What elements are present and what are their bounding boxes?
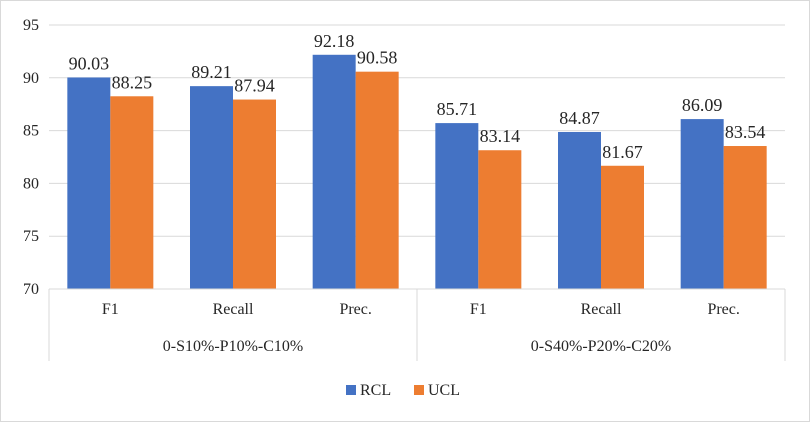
legend-label-rcl: RCL [360,382,391,399]
bar-ucl [478,150,522,289]
data-label: 83.54 [725,122,766,142]
bar-ucl [723,146,767,289]
x-category-label: F1 [102,301,119,318]
bar-rcl [435,123,479,289]
x-category-label: Prec. [339,301,371,318]
y-axis-ticks: 70 75 80 85 90 95 [23,17,39,298]
bar-rcl [558,131,601,289]
data-label: 92.18 [314,31,355,51]
legend: RCL UCL [346,382,460,399]
bar-rcl [67,77,111,289]
bar-rcl [312,54,356,289]
x-category-label: Recall [581,301,622,318]
bar-ucl [355,71,399,289]
x-category-label: F1 [470,301,487,318]
legend-label-ucl: UCL [428,382,460,399]
legend-swatch-ucl [414,385,424,395]
x-category-label: Prec. [707,301,739,318]
legend-swatch-rcl [346,385,356,395]
data-label: 81.67 [602,142,643,162]
data-label: 88.25 [112,72,153,92]
bar-ucl [233,99,276,290]
data-label: 84.87 [559,108,600,128]
bar-ucl [601,165,644,289]
y-tick-label: 85 [23,123,39,140]
x-axis: F1 Recall Prec. F1 Recall Prec. 0-S10%-P10%-C1… [48,288,786,361]
data-label: 83.14 [480,126,521,146]
y-tick-label: 75 [23,228,39,245]
bar-rcl [680,119,724,289]
gridlines [49,24,785,237]
x-group-label: 0-S40%-P20%-C20% [531,338,671,355]
data-label: 90.03 [69,53,110,73]
data-label: 87.94 [234,76,275,96]
y-tick-label: 70 [23,281,39,298]
y-tick-label: 95 [23,17,39,34]
data-label: 85.71 [437,99,478,119]
y-tick-label: 80 [23,175,39,192]
y-tick-label: 90 [23,70,39,87]
bar-ucl [110,96,154,289]
bar-rcl [190,86,233,290]
x-category-label: Recall [213,301,254,318]
x-group-label: 0-S10%-P10%-C10% [163,338,303,355]
data-label: 89.21 [191,62,232,82]
data-label: 90.58 [357,48,398,68]
bars [67,54,767,290]
data-label: 86.09 [682,95,723,115]
